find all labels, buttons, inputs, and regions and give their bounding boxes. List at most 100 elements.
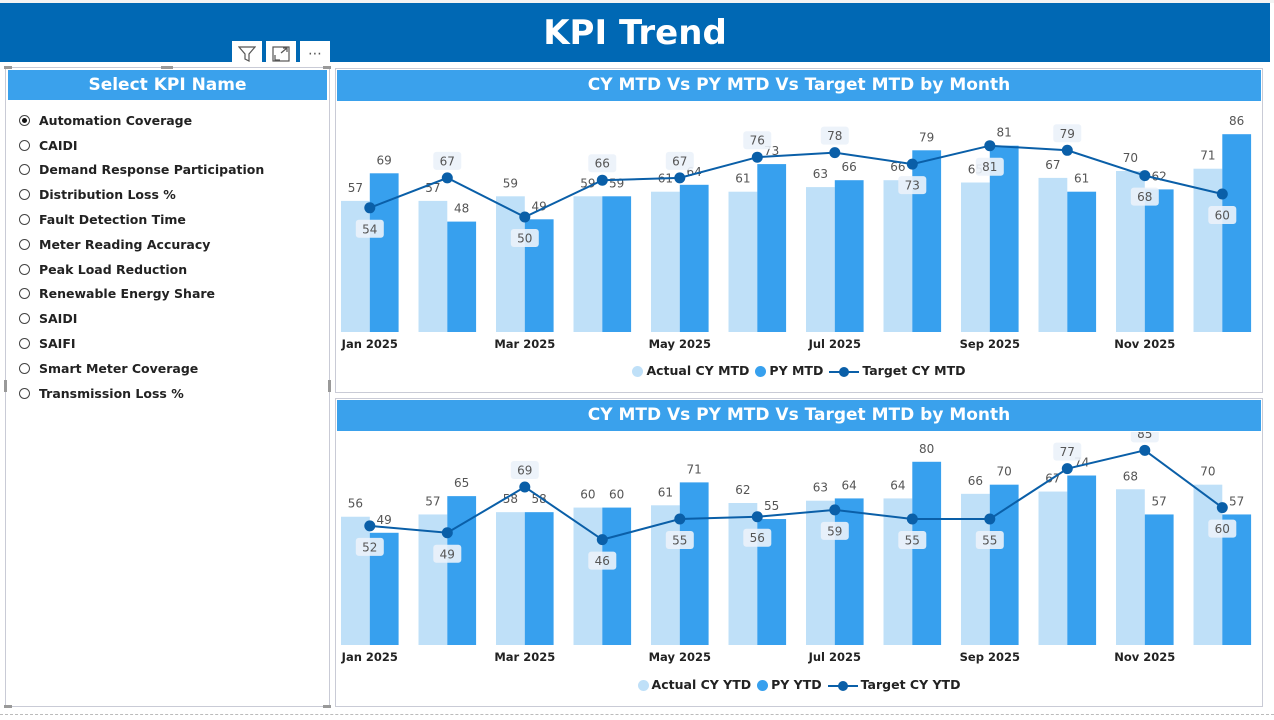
resize-handle[interactable] <box>4 705 12 708</box>
bar-py[interactable] <box>369 173 399 332</box>
slicer-item[interactable]: Automation Coverage <box>6 108 329 133</box>
slicer-item[interactable]: SAIDI <box>6 306 329 331</box>
bar-actual[interactable] <box>418 200 448 332</box>
resize-handle[interactable] <box>4 380 7 392</box>
radio-button[interactable] <box>19 164 30 176</box>
slicer-item[interactable]: Smart Meter Coverage <box>6 356 329 381</box>
target-point[interactable] <box>906 513 918 525</box>
target-point[interactable] <box>674 172 686 184</box>
target-point[interactable] <box>364 202 376 214</box>
target-point[interactable] <box>441 527 453 539</box>
bar-py[interactable] <box>989 484 1019 645</box>
filter-button[interactable] <box>232 41 262 67</box>
legend-item[interactable]: Target CY YTD <box>827 677 960 692</box>
target-point[interactable] <box>829 147 841 159</box>
bar-py[interactable] <box>1144 189 1174 332</box>
target-point[interactable] <box>519 481 531 493</box>
more-options-button[interactable]: ⋯ <box>300 41 330 67</box>
resize-handle[interactable] <box>323 705 331 708</box>
bar-py[interactable] <box>602 196 632 332</box>
target-point[interactable] <box>364 520 376 532</box>
target-point[interactable] <box>751 511 763 523</box>
target-point[interactable] <box>596 174 608 186</box>
target-point[interactable] <box>1139 170 1151 182</box>
bar-py[interactable] <box>834 498 864 645</box>
legend-item[interactable]: Target CY MTD <box>829 363 966 378</box>
slicer-item[interactable]: Meter Reading Accuracy <box>6 232 329 257</box>
bar-py[interactable] <box>989 145 1019 332</box>
radio-button[interactable] <box>19 338 30 350</box>
radio-button[interactable] <box>19 238 30 250</box>
target-point[interactable] <box>1216 502 1228 514</box>
bar-py[interactable] <box>1067 191 1097 332</box>
bar-py[interactable] <box>1222 134 1252 332</box>
slicer-item[interactable]: Fault Detection Time <box>6 207 329 232</box>
radio-button[interactable] <box>19 387 30 399</box>
target-point[interactable] <box>829 504 841 516</box>
radio-button[interactable] <box>19 263 30 275</box>
radio-button[interactable] <box>19 288 30 300</box>
resize-handle[interactable] <box>328 380 331 392</box>
bar-py[interactable] <box>679 184 709 332</box>
slicer-item[interactable]: SAIFI <box>6 331 329 356</box>
bar-actual[interactable] <box>651 191 680 332</box>
radio-button[interactable] <box>19 114 30 126</box>
bar-py[interactable] <box>912 461 942 645</box>
legend-item[interactable]: PY YTD <box>757 677 822 692</box>
radio-button[interactable] <box>19 362 30 374</box>
target-point[interactable] <box>906 158 918 170</box>
resize-handle[interactable] <box>161 66 173 69</box>
legend-item[interactable]: Actual CY MTD <box>632 363 749 378</box>
bar-py[interactable] <box>679 482 709 645</box>
bar-actual[interactable] <box>496 512 525 645</box>
bar-py[interactable] <box>447 496 477 645</box>
bar-actual[interactable] <box>728 503 758 645</box>
target-point[interactable] <box>1061 463 1073 475</box>
bar-actual[interactable] <box>806 187 835 332</box>
target-point[interactable] <box>441 172 453 184</box>
bar-actual[interactable] <box>573 196 603 332</box>
bar-actual[interactable] <box>573 507 603 645</box>
bar-actual[interactable] <box>1038 491 1068 645</box>
target-point[interactable] <box>519 211 531 223</box>
radio-button[interactable] <box>19 139 30 151</box>
bar-actual[interactable] <box>418 514 448 645</box>
bar-actual[interactable] <box>728 191 758 332</box>
radio-button[interactable] <box>19 214 30 226</box>
slicer-item[interactable]: Transmission Loss % <box>6 381 329 406</box>
bar-actual[interactable] <box>1193 484 1223 645</box>
bar-py[interactable] <box>1144 514 1174 645</box>
bar-actual[interactable] <box>341 516 370 645</box>
bar-py[interactable] <box>524 512 554 645</box>
radio-button[interactable] <box>19 189 30 201</box>
bar-py[interactable] <box>834 180 864 332</box>
bar-actual[interactable] <box>883 498 913 645</box>
bar-actual[interactable] <box>1116 489 1145 645</box>
bar-actual[interactable] <box>651 505 680 645</box>
target-point[interactable] <box>984 140 996 152</box>
bar-actual[interactable] <box>1038 177 1068 332</box>
legend-item[interactable]: PY MTD <box>755 363 823 378</box>
bar-actual[interactable] <box>883 180 913 332</box>
target-point[interactable] <box>984 513 996 525</box>
radio-button[interactable] <box>19 313 30 325</box>
bar-py[interactable] <box>757 164 787 332</box>
bar-py[interactable] <box>447 221 477 332</box>
target-point[interactable] <box>674 513 686 525</box>
legend-item[interactable]: Actual CY YTD <box>637 677 751 692</box>
slicer-item[interactable]: Renewable Energy Share <box>6 282 329 307</box>
target-point[interactable] <box>751 151 763 163</box>
slicer-item[interactable]: CAIDI <box>6 133 329 158</box>
slicer-item[interactable]: Peak Load Reduction <box>6 257 329 282</box>
focus-mode-button[interactable] <box>266 41 296 67</box>
target-point[interactable] <box>1061 144 1073 156</box>
slicer-item[interactable]: Distribution Loss % <box>6 182 329 207</box>
resize-handle[interactable] <box>4 66 12 69</box>
bar-actual[interactable] <box>961 182 990 333</box>
slicer-item[interactable]: Demand Response Participation <box>6 158 329 183</box>
resize-handle[interactable] <box>323 66 331 69</box>
bar-py[interactable] <box>602 507 632 645</box>
target-point[interactable] <box>596 534 608 546</box>
bar-py[interactable] <box>1067 475 1097 645</box>
target-point[interactable] <box>1216 188 1228 200</box>
